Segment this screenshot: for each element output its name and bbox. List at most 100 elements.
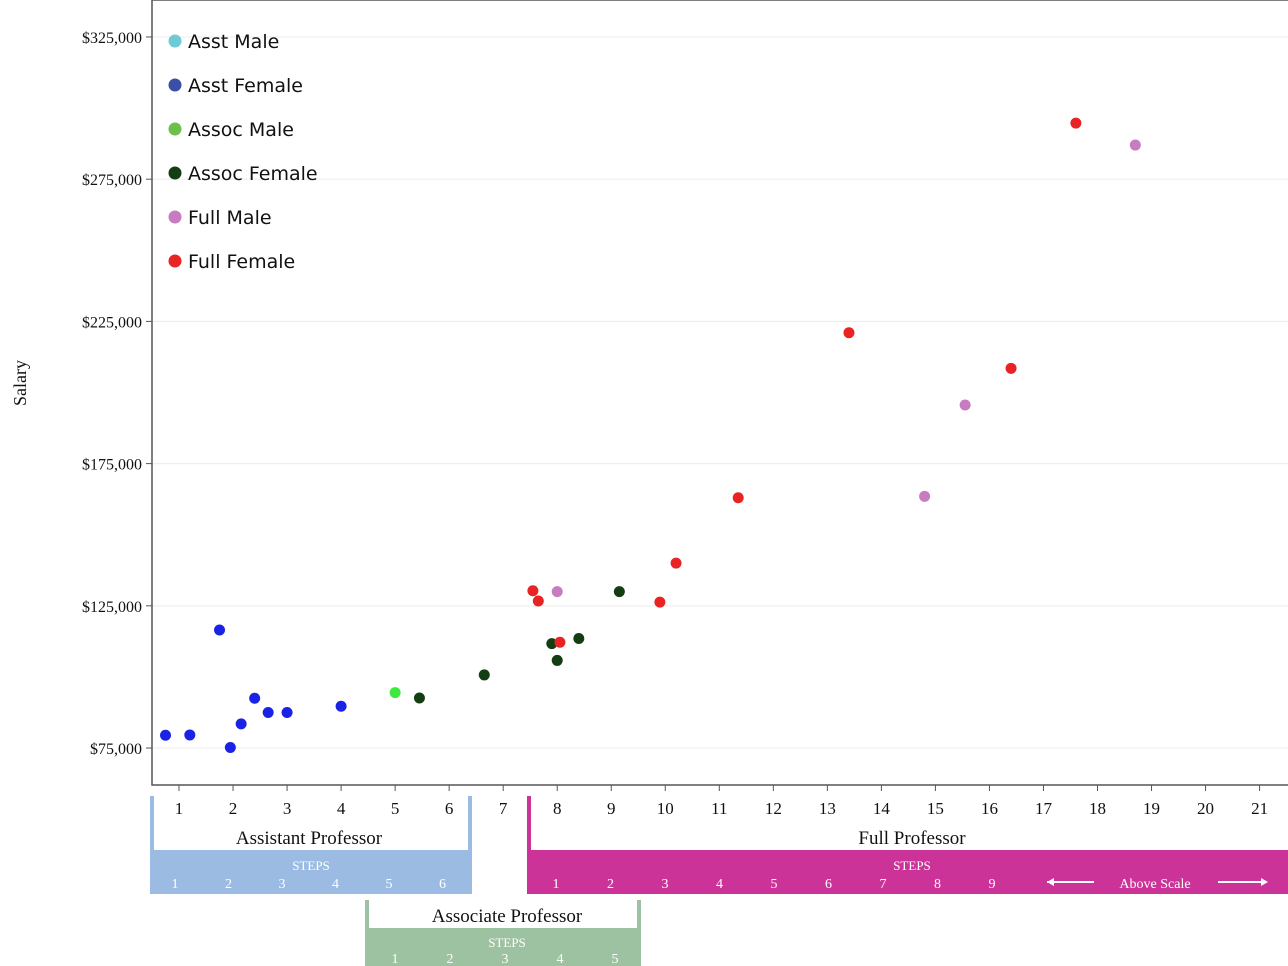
x-tick-label: 5 — [391, 799, 400, 818]
x-tick-label: 3 — [283, 799, 292, 818]
assistant-step-numbers: 1 2 3 4 5 6 — [172, 877, 447, 892]
associate-steps-label: STEPS — [488, 935, 526, 950]
full-steps-label: STEPS — [893, 858, 931, 873]
data-point — [551, 654, 563, 666]
step-number: 1 — [172, 877, 179, 892]
data-point — [959, 399, 971, 411]
y-tick-label: $275,000 — [82, 172, 142, 189]
plot-frame — [151, 0, 1288, 786]
data-point — [214, 624, 226, 636]
step-number: 1 — [553, 877, 560, 892]
data-point — [532, 595, 544, 607]
legend-label: Full Male — [188, 207, 272, 229]
data-point — [413, 692, 425, 704]
step-number: 2 — [447, 952, 454, 966]
data-point — [843, 327, 855, 339]
step-number: 5 — [612, 952, 619, 966]
associate-step-numbers: 1 2 3 4 5 — [392, 952, 619, 966]
step-number: 3 — [502, 952, 509, 966]
data-point — [184, 729, 196, 741]
data-point — [224, 741, 236, 753]
data-point — [732, 492, 744, 504]
step-number: 3 — [662, 877, 669, 892]
associate-professor-title: Associate Professor — [432, 906, 583, 927]
data-point — [235, 718, 247, 730]
x-tick-label: 20 — [1197, 799, 1214, 818]
step-number: 5 — [386, 877, 393, 892]
data-point — [919, 490, 931, 502]
legend-marker — [168, 78, 182, 92]
x-tick-label: 7 — [499, 799, 508, 818]
data-point — [478, 669, 490, 681]
above-scale-label: Above Scale — [1119, 877, 1190, 892]
data-point — [249, 692, 261, 704]
associate-steps-bar — [365, 930, 641, 966]
data-point — [281, 706, 293, 718]
data-point — [654, 596, 666, 608]
x-tick-label: 9 — [607, 799, 616, 818]
data-point — [335, 700, 347, 712]
x-tick-label: 11 — [711, 799, 727, 818]
legend-label: Asst Male — [188, 31, 279, 53]
right-arrow-icon — [1261, 878, 1268, 886]
x-tick-label: 17 — [1035, 799, 1053, 818]
step-number: 7 — [880, 877, 887, 892]
x-tick-label: 8 — [553, 799, 562, 818]
data-point — [1129, 139, 1141, 151]
assistant-steps-bar — [150, 852, 472, 894]
assistant-steps-label: STEPS — [292, 858, 330, 873]
y-tick-label: $325,000 — [82, 30, 142, 47]
data-point — [554, 636, 566, 648]
legend-marker — [168, 166, 182, 180]
x-tick-label: 15 — [927, 799, 944, 818]
y-tick-label: $75,000 — [90, 741, 142, 758]
legend-marker — [168, 122, 182, 136]
data-point — [573, 633, 585, 645]
data-point — [551, 586, 563, 598]
data-point — [389, 687, 401, 699]
legend-label: Full Female — [188, 251, 295, 273]
step-number: 2 — [225, 877, 232, 892]
legend-label: Assoc Female — [188, 163, 318, 185]
step-number: 2 — [607, 877, 614, 892]
full-step-numbers: 1 2 3 4 5 6 7 8 9 — [553, 877, 996, 892]
step-number: 5 — [771, 877, 778, 892]
y-axis: $75,000 $125,000 $175,000 $225,000 $275,000 $… — [82, 30, 152, 758]
data-point — [1070, 117, 1082, 129]
x-tick-label: 1 — [175, 799, 184, 818]
full-steps-bar — [527, 852, 1288, 894]
legend-marker — [168, 210, 182, 224]
x-tick-label: 18 — [1089, 799, 1106, 818]
step-number: 4 — [557, 952, 564, 966]
data-point — [160, 729, 172, 741]
x-tick-label: 6 — [445, 799, 454, 818]
associate-professor-band: Associate Professor STEPS 1 2 3 4 5 — [365, 900, 641, 966]
data-point — [262, 706, 274, 718]
left-arrow-icon — [1047, 878, 1054, 886]
x-tick-label: 4 — [337, 799, 346, 818]
full-professor-title: Full Professor — [858, 828, 966, 849]
legend-label: Asst Female — [188, 75, 303, 97]
x-tick-label: 10 — [657, 799, 674, 818]
assistant-professor-title: Assistant Professor — [236, 828, 383, 849]
x-tick-label: 13 — [819, 799, 836, 818]
x-axis: 1 2 3 4 5 6 7 8 9 10 11 12 13 14 15 16 17 18 19 20 21 — [175, 785, 1268, 818]
x-tick-label: 21 — [1251, 799, 1268, 818]
y-tick-label: $225,000 — [82, 314, 142, 331]
data-point — [1005, 362, 1017, 374]
data-point — [527, 585, 539, 597]
step-number: 6 — [825, 877, 832, 892]
x-tick-label: 19 — [1143, 799, 1160, 818]
grid-lines — [152, 36, 1288, 749]
x-tick-label: 14 — [873, 799, 891, 818]
y-tick-label: $175,000 — [82, 457, 142, 474]
step-number: 3 — [279, 877, 286, 892]
legend-marker — [168, 254, 182, 268]
y-tick-label: $125,000 — [82, 599, 142, 616]
x-tick-label: 2 — [229, 799, 238, 818]
step-number: 1 — [392, 952, 399, 966]
step-number: 4 — [716, 877, 723, 892]
x-tick-label: 12 — [765, 799, 782, 818]
data-point — [670, 557, 682, 569]
